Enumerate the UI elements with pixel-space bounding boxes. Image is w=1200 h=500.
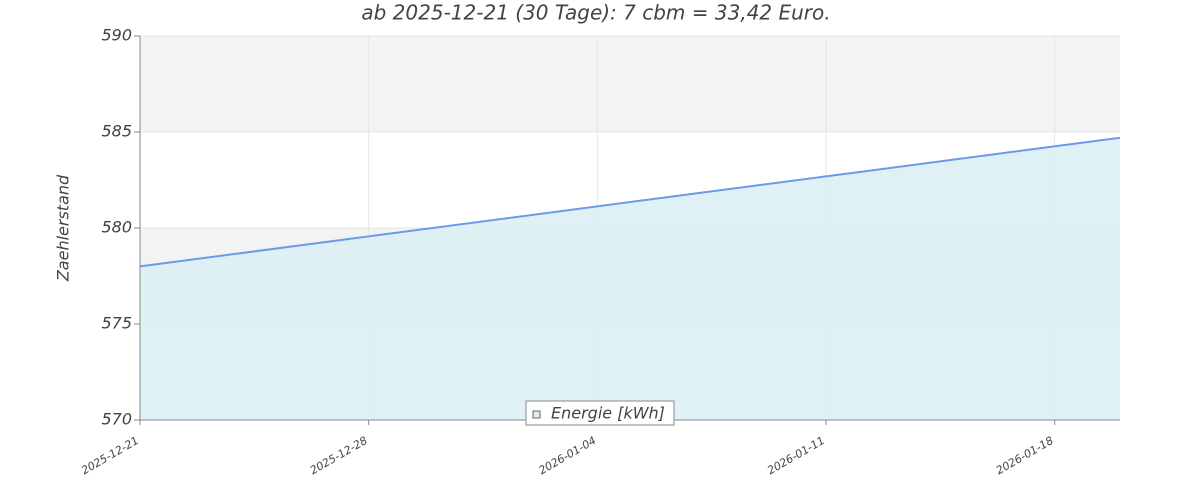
line [139, 136, 1121, 268]
y-axis-label: Zaehlerstand [54, 174, 73, 282]
chart-title: ab 2025-12-21 (30 Tage): 7 cbm = 33,42 E… [361, 1, 830, 25]
legend: Energie [kWh] [525, 400, 675, 426]
legend-swatch [532, 410, 541, 419]
y-tick-label: 585 [101, 122, 132, 141]
x-tick-label: 2026-01-11 [765, 434, 827, 477]
y-tick-label: 570 [101, 410, 132, 429]
area [140, 137, 1120, 420]
x-tick-label: 2025-12-21 [79, 434, 141, 477]
grid-band [140, 36, 1120, 132]
x-tick-label: 2025-12-28 [308, 434, 370, 477]
x-tick-label: 2026-01-18 [994, 434, 1056, 477]
legend-label: Energie [kWh] [551, 404, 665, 423]
y-tick-label: 575 [101, 314, 132, 333]
x-tick-label: 2026-01-04 [536, 434, 598, 477]
y-tick-label: 590 [101, 26, 132, 45]
y-tick-label: 580 [101, 218, 132, 237]
legend-box [525, 400, 675, 426]
